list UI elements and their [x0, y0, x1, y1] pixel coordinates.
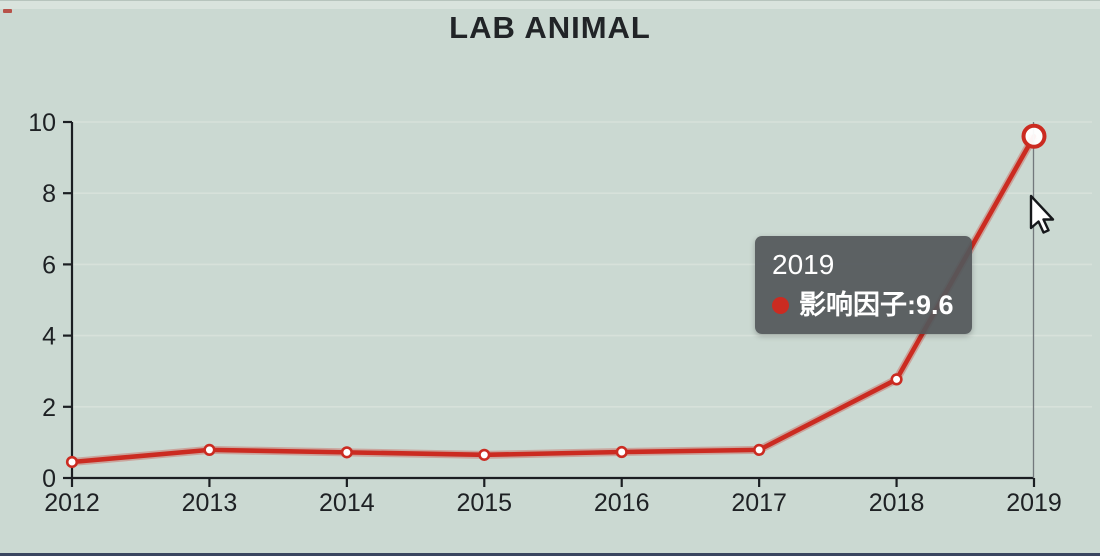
mouse-pointer-icon [1029, 194, 1055, 234]
tooltip-series-label: 影响因子 [799, 290, 907, 320]
data-point-2015[interactable] [478, 448, 491, 461]
y-tick-label-10: 10 [28, 109, 56, 137]
y-tick-label-8: 8 [42, 180, 56, 208]
x-tick-label-2017: 2017 [731, 489, 787, 517]
x-tick-label-2015: 2015 [456, 489, 512, 517]
y-tick-label-6: 6 [42, 251, 56, 279]
y-tick-label-2: 2 [42, 394, 56, 422]
data-point-2018[interactable] [890, 373, 903, 386]
tooltip-separator: : [907, 290, 916, 320]
x-tick-label-2018: 2018 [869, 489, 925, 517]
x-tick-label-2014: 2014 [319, 489, 375, 517]
data-point-active-2019[interactable] [1021, 123, 1047, 149]
data-point-2013[interactable] [203, 443, 216, 456]
data-point-2014[interactable] [340, 446, 353, 459]
tooltip-year: 2019 [772, 249, 835, 280]
data-point-2012[interactable] [65, 455, 79, 469]
red-speck-artifact [3, 9, 12, 13]
x-tick-label-2013: 2013 [182, 489, 238, 517]
x-tick-label-2019: 2019 [1006, 489, 1062, 517]
bottom-bar [0, 553, 1100, 556]
tooltip-row: 影响因子: 9.6 [772, 292, 954, 319]
tooltip: 2019 影响因子: 9.6 [755, 236, 972, 334]
data-point-2017[interactable] [753, 443, 766, 456]
series-line [69, 133, 1037, 465]
y-tick-label-0: 0 [42, 465, 56, 493]
y-tick-label-4: 4 [42, 323, 56, 351]
x-tick-label-2012: 2012 [44, 489, 100, 517]
series-dot-icon [772, 297, 789, 314]
tooltip-value: 9.6 [916, 290, 954, 320]
top-strip [0, 0, 1100, 9]
chart-title: LAB ANIMAL [449, 10, 651, 45]
data-point-2016[interactable] [615, 445, 628, 459]
x-tick-label-2016: 2016 [594, 489, 650, 517]
